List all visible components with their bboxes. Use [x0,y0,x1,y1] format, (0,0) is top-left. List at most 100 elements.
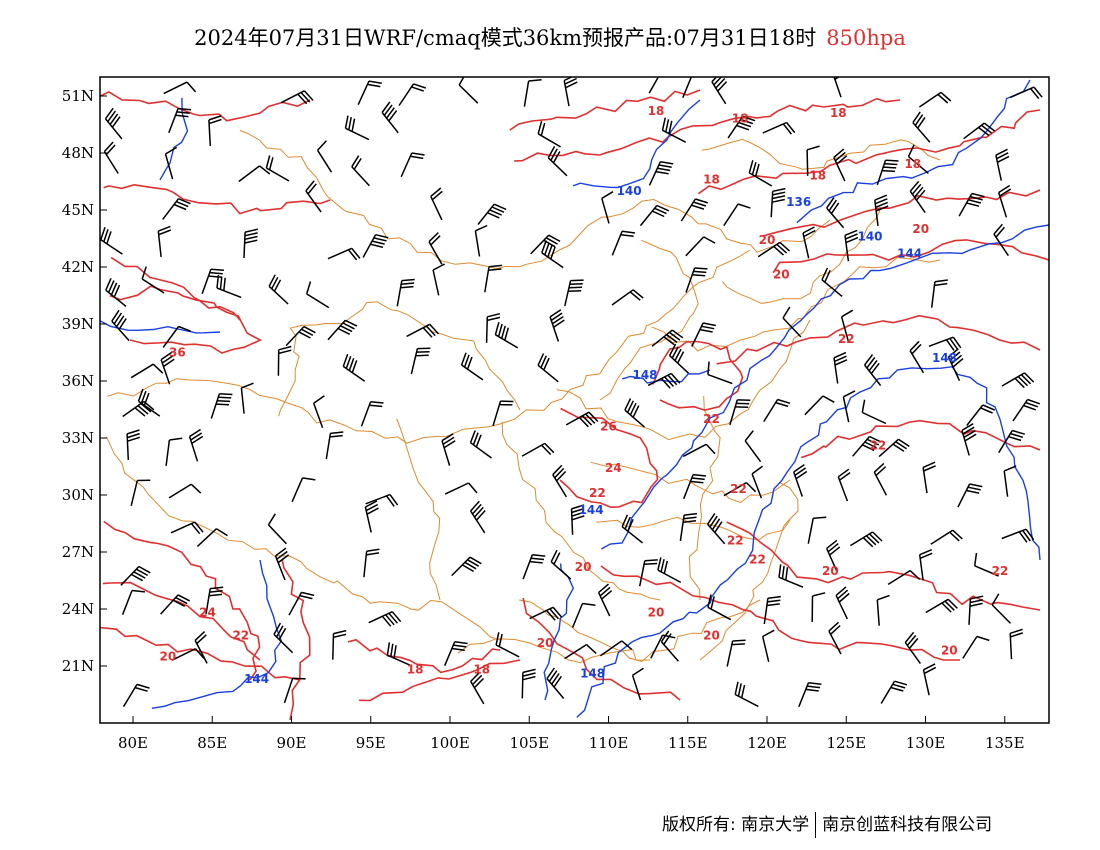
barb-flag [494,321,500,335]
barb-flag [342,322,355,330]
barb-flag [540,355,547,368]
barb-staff [165,439,171,466]
barb-staff [312,403,324,428]
barb-flag [980,124,993,134]
chart-title: 2024年07月31日WRF/cmaq模式36km预报产品:07月31日18时 8… [0,22,1100,52]
barb-flag [738,121,752,128]
barb-flag [947,598,958,609]
barb-flag [651,210,665,218]
barb-flag [541,240,547,254]
wind-barb [798,681,822,708]
barb-flag [140,403,152,413]
barb-staff [430,196,443,221]
wind-barb [570,504,585,535]
wind-barb [351,155,370,187]
barb-flag [740,684,746,698]
barb-flag [914,114,924,126]
barb-flag [875,466,887,477]
barb-staff [842,396,850,423]
barb-staff [216,287,242,299]
temperature-contour [100,90,311,122]
barb-staff [444,641,456,666]
barb-flag [695,198,709,204]
height-contour [543,563,575,701]
height-label: 144 [897,247,922,261]
barb-flag [370,243,384,249]
barb-flag [498,633,503,647]
wind-barb [907,144,929,174]
wind-barb [597,583,613,617]
wind-barb [305,281,330,309]
wind-barb [165,437,183,466]
barb-staff [171,648,196,661]
barb-flag [570,279,584,282]
barb-flag [996,152,1009,160]
barb-flag [413,83,427,89]
barb-flag [208,275,222,278]
barb-flag [843,390,856,398]
barb-flag [388,110,398,122]
barb-flag [186,81,197,93]
barb-flag [301,328,314,337]
barb-flag [550,549,558,563]
barb-staff [122,684,138,708]
barb-flag [268,274,276,287]
barb-flag [368,80,382,84]
temperature-contour [281,559,311,721]
barb-staff [164,153,174,180]
barb-flag [196,634,207,645]
wind-barb [680,198,709,222]
barb-staff [930,281,936,308]
barb-flag [868,533,880,544]
barb-staff [657,569,682,584]
wind-barb [804,395,835,416]
barb-staff [729,399,739,426]
barb-staff [563,80,570,107]
barb-staff [828,630,842,655]
barb-flag [552,151,561,164]
barb-flag [552,464,563,476]
barb-flag [473,506,484,518]
barb-flag [209,593,223,597]
barb-flag [273,279,282,292]
barb-flag [1025,528,1035,541]
wind-barb [631,667,644,701]
temperature-label: 36 [169,345,186,359]
barb-staff [922,669,930,696]
barb-flag [666,333,678,344]
barb-flag [244,228,258,233]
barb-flag [582,602,596,606]
barb-flag [838,592,850,603]
wind-barb [368,611,402,627]
barb-flag [175,596,188,605]
barb-flag [971,192,985,198]
barb-flag [736,124,750,131]
barb-flag [919,552,933,559]
barb-flag [828,621,840,632]
barb-staff [351,166,370,187]
temperature-contour [600,565,960,661]
barb-flag [834,359,848,366]
barb-flag [544,442,555,454]
barb-flag [432,263,446,271]
wind-barb [997,184,1012,218]
wind-barb [563,77,578,107]
barb-staff [138,400,161,417]
temperature-label: 22 [992,564,1009,578]
wind-barb [357,80,382,106]
wind-barb [265,155,290,182]
barb-flag [866,357,876,369]
barb-staff [470,681,485,705]
barb-staff [196,528,218,547]
barb-staff [240,387,245,414]
barb-staff [757,241,781,258]
wind-barb [552,464,568,498]
barb-staff [362,234,377,258]
barb-flag [215,403,230,406]
barb-staff [734,693,759,708]
temperature-label: 18 [904,157,921,171]
barb-staff [597,592,611,617]
barb-flag [244,232,258,237]
wind-barb [826,196,845,229]
barb-flag [209,590,223,593]
